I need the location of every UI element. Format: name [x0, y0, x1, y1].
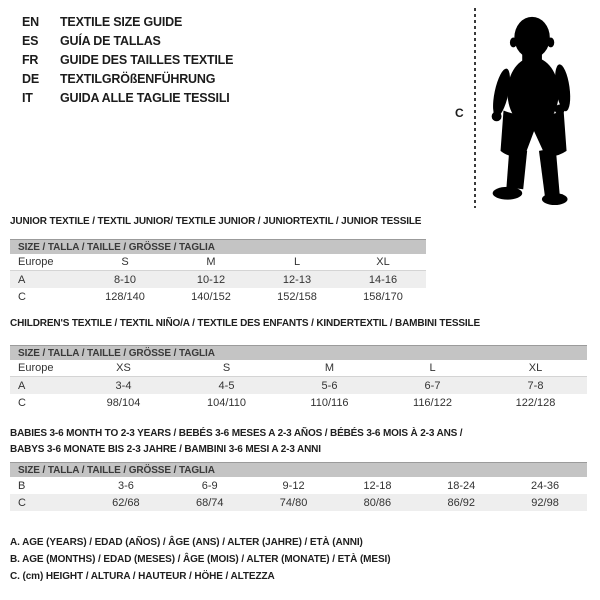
childrens-table: SIZE / TALLA / TAILLE / GRÖSSE / TAGLIA … — [10, 345, 587, 411]
size-header-bar: SIZE / TALLA / TAILLE / GRÖSSE / TAGLIA — [10, 462, 587, 477]
cell: 80/86 — [363, 496, 392, 509]
table-row-c: C 128/140 140/152 152/158 158/170 — [10, 288, 426, 305]
cell: 68/74 — [195, 496, 224, 509]
babies-table-title: BABIES 3-6 MONTH TO 2-3 YEARS / BEBÉS 3-… — [10, 426, 587, 458]
note-age-months: B. AGE (MONTHS) / EDAD (MESES) / ÂGE (MO… — [10, 554, 391, 565]
cell: 12-13 — [282, 273, 312, 286]
language-code: EN — [22, 15, 39, 29]
language-title: TEXTILE SIZE GUIDE — [60, 15, 183, 29]
cell: 7-8 — [527, 379, 544, 392]
cell: 18-24 — [447, 479, 476, 492]
column-header: S — [222, 362, 231, 374]
language-row-de: DE TEXTILGRÖßENFÜHRUNG — [22, 70, 233, 89]
cell: 98/104 — [106, 396, 141, 409]
cell: 5-6 — [321, 379, 338, 392]
cell: 4-5 — [218, 379, 235, 392]
language-title: TEXTILGRÖßENFÜHRUNG — [60, 72, 216, 86]
junior-table-title: JUNIOR TEXTILE / TEXTIL JUNIOR/ TEXTILE … — [10, 216, 422, 227]
column-header-row: Europe XS S M L XL — [10, 360, 587, 377]
language-title: GUIDA ALLE TAGLIE TESSILI — [60, 91, 230, 105]
language-title: GUIDE DES TAILLES TEXTILE — [60, 53, 234, 67]
height-measure-dashed-line — [474, 8, 476, 208]
column-header: XL — [376, 256, 390, 268]
cell: 86/92 — [447, 496, 475, 509]
babies-title-line1: BABIES 3-6 MONTH TO 2-3 YEARS / BEBÉS 3-… — [10, 428, 463, 439]
cell: 62/68 — [112, 496, 140, 509]
language-legend: EN TEXTILE SIZE GUIDE ES GUÍA DE TALLAS … — [22, 13, 233, 108]
language-code: DE — [22, 72, 39, 86]
childrens-table-title: CHILDREN'S TEXTILE / TEXTIL NIÑO/A / TEX… — [10, 318, 480, 329]
cell: 122/128 — [515, 396, 556, 409]
cell: 140/152 — [191, 290, 231, 303]
note-age-years: A. AGE (YEARS) / EDAD (AÑOS) / ÂGE (ANS)… — [10, 537, 363, 548]
cell: 116/122 — [413, 396, 452, 409]
cell: 14-16 — [368, 273, 398, 286]
language-code: ES — [22, 34, 39, 48]
table-row-a: A 8-10 10-12 12-13 14-16 — [10, 271, 426, 288]
language-row-es: ES GUÍA DE TALLAS — [22, 32, 233, 51]
size-header-bar: SIZE / TALLA / TAILLE / GRÖSSE / TAGLIA — [10, 239, 426, 254]
babies-textile-section: BABIES 3-6 MONTH TO 2-3 YEARS / BEBÉS 3-… — [10, 426, 587, 511]
size-header-bar: SIZE / TALLA / TAILLE / GRÖSSE / TAGLIA — [10, 345, 587, 360]
cell: 10-12 — [196, 273, 226, 286]
row-label: C — [18, 496, 26, 509]
row-label: C — [18, 290, 26, 303]
cell: 158/170 — [363, 290, 403, 303]
column-header: Europe — [18, 256, 54, 268]
column-header: XS — [116, 362, 131, 374]
row-label: B — [18, 479, 26, 492]
column-header: L — [429, 362, 436, 374]
cell: 3-6 — [117, 479, 134, 492]
language-title: GUÍA DE TALLAS — [60, 34, 161, 48]
row-label: C — [18, 396, 26, 409]
note-height-cm: C. (cm) HEIGHT / ALTURA / HAUTEUR / HÖHE… — [10, 571, 275, 582]
column-header: S — [121, 256, 129, 268]
babies-title-line2: BABYS 3-6 MONATE BIS 2-3 JAHRE / BAMBINI… — [10, 444, 321, 455]
legend-notes: A. AGE (YEARS) / EDAD (AÑOS) / ÂGE (ANS)… — [10, 534, 391, 585]
column-header: Europe — [18, 362, 54, 374]
table-row-b: B 3-6 6-9 9-12 12-18 18-24 24-36 — [10, 477, 587, 494]
cell: 9-12 — [282, 479, 305, 492]
babies-table: SIZE / TALLA / TAILLE / GRÖSSE / TAGLIA … — [10, 462, 587, 511]
column-header: XL — [528, 362, 543, 374]
table-row-c: C 98/104 104/110 110/116 116/122 122/128 — [10, 394, 587, 411]
cell: 8-10 — [113, 273, 137, 286]
cell: 128/140 — [105, 290, 145, 303]
language-row-it: IT GUIDA ALLE TAGLIE TESSILI — [22, 89, 233, 108]
childrens-textile-section: CHILDREN'S TEXTILE / TEXTIL NIÑO/A / TEX… — [10, 318, 587, 411]
junior-table: SIZE / TALLA / TAILLE / GRÖSSE / TAGLIA … — [10, 239, 426, 305]
row-label: A — [18, 379, 26, 392]
toddler-silhouette-icon — [487, 6, 587, 213]
column-header: M — [324, 362, 335, 374]
table-row-c: C 62/68 68/74 74/80 80/86 86/92 92/98 — [10, 494, 587, 511]
height-measure-label: C — [455, 106, 464, 120]
column-header: M — [206, 256, 216, 268]
cell: 104/110 — [207, 396, 246, 409]
junior-textile-section: JUNIOR TEXTILE / TEXTIL JUNIOR/ TEXTILE … — [10, 216, 426, 305]
cell: 12-18 — [363, 479, 392, 492]
cell: 152/158 — [277, 290, 317, 303]
language-code: IT — [22, 91, 33, 105]
language-code: FR — [22, 53, 39, 67]
cell: 92/98 — [531, 496, 559, 509]
language-row-en: EN TEXTILE SIZE GUIDE — [22, 13, 233, 32]
cell: 6-7 — [424, 379, 441, 392]
row-label: A — [18, 273, 26, 286]
cell: 3-4 — [115, 379, 132, 392]
cell: 6-9 — [201, 479, 218, 492]
table-row-a: A 3-4 4-5 5-6 6-7 7-8 — [10, 377, 587, 394]
cell: 110/116 — [310, 396, 349, 409]
column-header: L — [293, 256, 301, 268]
cell: 24-36 — [530, 479, 560, 492]
cell: 74/80 — [279, 496, 308, 509]
column-header-row: Europe S M L XL — [10, 254, 426, 271]
language-row-fr: FR GUIDE DES TAILLES TEXTILE — [22, 51, 233, 70]
